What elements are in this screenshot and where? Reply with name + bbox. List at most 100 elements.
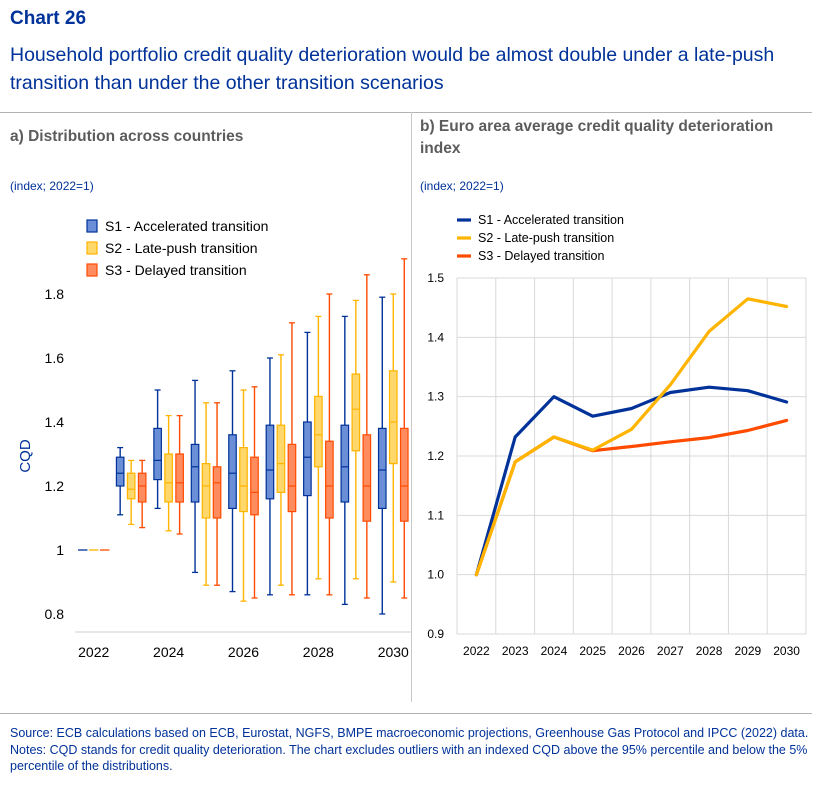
box-s1-2025 — [190, 379, 200, 574]
box-iqr — [164, 453, 173, 503]
box-iqr — [314, 395, 323, 468]
chart-label: Chart 26 — [10, 8, 87, 29]
box-iqr — [228, 434, 237, 509]
panel-a-title: a) Distribution across countries — [10, 128, 244, 145]
line-chart: 0.9 1.0 1.1 1.2 1.3 1.4 1.5 2022 2023 2024 2025 202… — [427, 213, 807, 658]
box-s1-2028 — [303, 331, 312, 596]
box-s3-2030 — [399, 258, 409, 599]
y-tick-label-b-3: 1.2 — [427, 449, 444, 463]
legend-label-b-s3: S3 - Delayed transition — [478, 249, 605, 263]
box-iqr — [276, 424, 286, 494]
box-s1-2023 — [115, 446, 125, 516]
box-iqr — [362, 434, 372, 522]
notes: Notes: CQD stands for credit quality det… — [10, 742, 808, 774]
y-axis-label-a: CQD — [17, 439, 34, 473]
x-tick-label-b-2025: 2025 — [579, 644, 606, 658]
x-tick-label-a-2024: 2024 — [153, 644, 184, 660]
y-tick-label-a-1: 1 — [56, 542, 64, 558]
y-tick-label-a-4: 1.6 — [45, 350, 65, 366]
y-tick-label-b-0: 0.9 — [427, 627, 444, 641]
chart-title: Household portfolio credit quality deter… — [10, 44, 775, 94]
box-iqr — [265, 424, 275, 500]
y-tick-label-a-2: 1.2 — [45, 478, 65, 494]
box-iqr — [340, 424, 350, 503]
box-iqr — [153, 427, 162, 481]
x-tick-label-b-2026: 2026 — [618, 644, 645, 658]
panel-b-unit: (index; 2022=1) — [420, 179, 504, 193]
line-series-s2 — [474, 297, 789, 577]
box-iqr — [137, 472, 147, 503]
y-tick-label-b-2: 1.1 — [427, 508, 444, 522]
x-tick-label-b-2023: 2023 — [502, 644, 529, 658]
box-s3-2026 — [250, 386, 259, 599]
box-s1-2027 — [265, 357, 275, 596]
box-chart: 0.8 1 1.2 1.4 1.6 1.8 CQD 2022 2024 2026 2028 2030 S… — [17, 218, 412, 660]
box-s1-2024 — [153, 389, 162, 510]
y-tick-label-a-5: 1.8 — [45, 286, 65, 302]
x-tick-label-a-2022: 2022 — [78, 644, 109, 660]
y-tick-label-a-3: 1.4 — [45, 414, 65, 430]
box-s2-2025 — [201, 402, 211, 586]
legend-label-b-s1: S1 - Accelerated transition — [478, 213, 624, 227]
box-s3-2025 — [212, 402, 222, 586]
box-s3-2029 — [362, 274, 372, 599]
legend-label-b-s2: S2 - Late-push transition — [478, 231, 614, 245]
y-tick-label-b-6: 1.5 — [427, 271, 444, 285]
x-tick-label-a-2030: 2030 — [378, 644, 409, 660]
footer-divider — [0, 713, 812, 714]
line-series-s1 — [474, 385, 789, 577]
legend-label-a-s2: S2 - Late-push transition — [105, 240, 258, 256]
panel-b-title: b) Euro area average credit quality dete… — [420, 118, 774, 157]
legend-swatch-a-s2 — [86, 241, 98, 255]
legend-swatch-a-s3 — [86, 263, 98, 277]
box-iqr — [287, 443, 297, 513]
box-s3-2024 — [175, 414, 184, 535]
line-series-s3 — [474, 418, 789, 577]
box-iqr — [377, 427, 387, 509]
box-iqr — [325, 440, 334, 519]
x-tick-label-b-2028: 2028 — [696, 644, 723, 658]
box-s1-2029 — [340, 315, 350, 606]
legend-label-a-s3: S3 - Delayed transition — [105, 262, 247, 278]
x-tick-label-b-2027: 2027 — [657, 644, 684, 658]
box-s2-2026 — [239, 389, 248, 602]
box-s2-2023 — [126, 459, 136, 526]
box-iqr — [239, 447, 248, 513]
box-s2-2024 — [164, 414, 173, 532]
source-note: Source: ECB calculations based on ECB, E… — [10, 726, 809, 740]
box-s2-2029 — [351, 299, 361, 580]
y-tick-label-b-5: 1.4 — [427, 330, 444, 344]
header-divider — [0, 112, 812, 113]
box-s2-2027 — [276, 354, 286, 586]
box-s1-2026 — [228, 370, 237, 593]
panel-a-unit: (index; 2022=1) — [10, 179, 94, 193]
box-iqr — [250, 456, 259, 516]
box-iqr — [351, 373, 361, 452]
box-iqr — [303, 421, 312, 497]
y-tick-label-b-4: 1.3 — [427, 390, 444, 404]
x-tick-label-a-2028: 2028 — [303, 644, 334, 660]
x-tick-label-b-2030: 2030 — [773, 644, 800, 658]
x-tick-label-b-2022: 2022 — [463, 644, 490, 658]
footer: Source: ECB calculations based on ECB, E… — [10, 725, 825, 775]
box-s1-2030 — [377, 296, 387, 615]
x-tick-label-b-2024: 2024 — [541, 644, 568, 658]
y-tick-label-a-0: 0.8 — [45, 606, 65, 622]
legend-swatch-a-s1 — [86, 219, 98, 233]
box-s2-2030 — [388, 293, 398, 583]
legend-label-a-s1: S1 - Accelerated transition — [105, 218, 268, 234]
box-iqr — [126, 472, 136, 500]
x-tick-label-b-2029: 2029 — [734, 644, 761, 658]
box-iqr — [399, 427, 409, 522]
box-iqr — [201, 463, 211, 519]
panel-divider — [411, 112, 412, 702]
y-tick-label-b-1: 1.0 — [427, 568, 444, 582]
box-iqr — [190, 443, 200, 503]
box-s3-2023 — [137, 459, 147, 529]
box-s3-2028 — [325, 293, 334, 596]
box-s3-2027 — [287, 322, 297, 596]
box-s2-2028 — [314, 315, 323, 580]
box-iqr — [212, 466, 222, 519]
box-iqr — [115, 456, 125, 487]
